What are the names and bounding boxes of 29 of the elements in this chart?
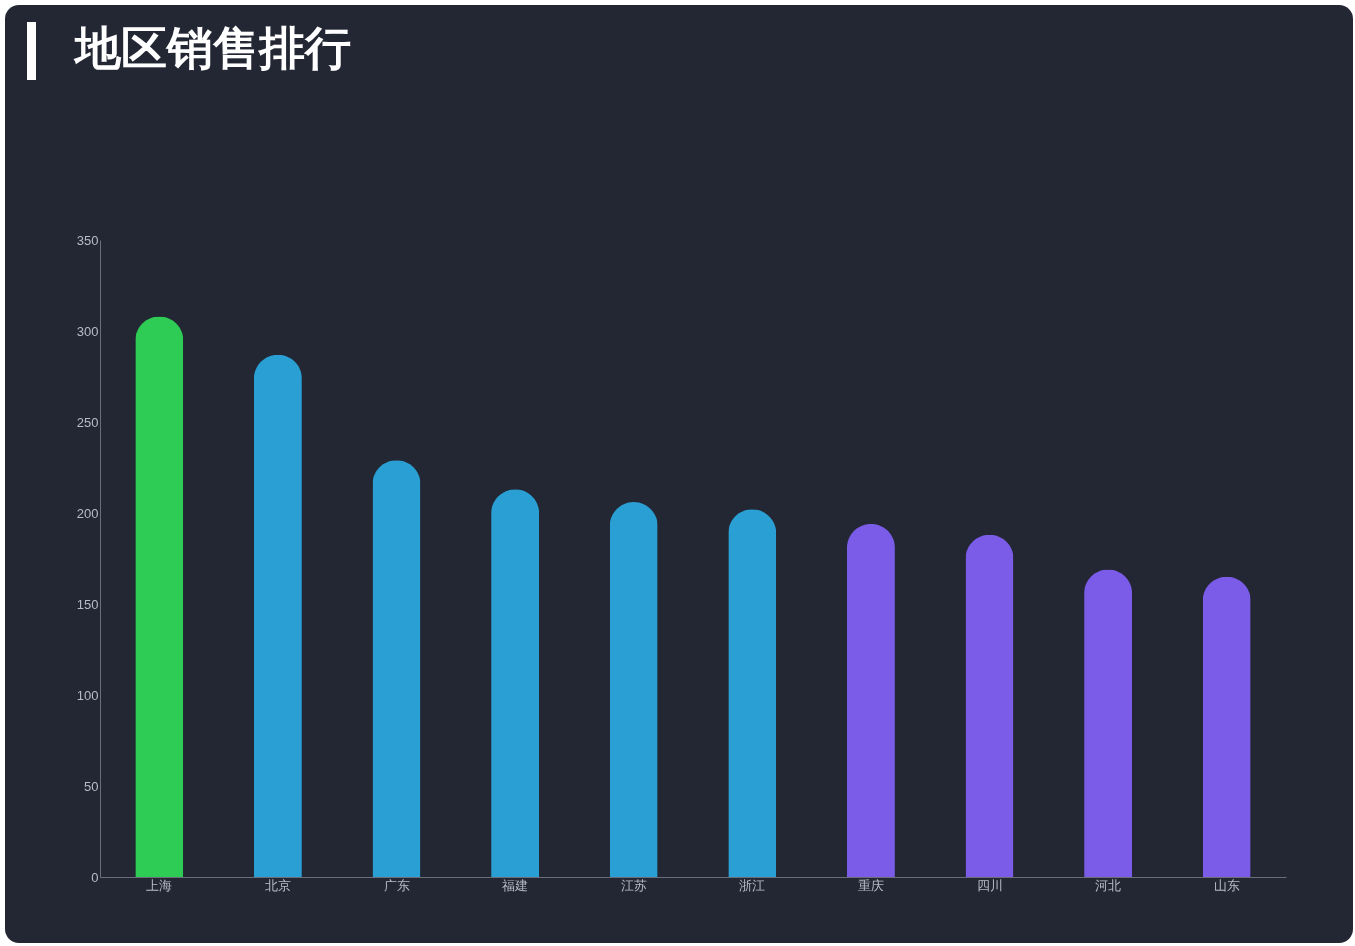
bar [846,523,895,877]
x-tick-label: 河北 [1095,877,1122,893]
bar [609,502,658,877]
x-tick-label: 北京 [264,877,291,893]
bar [491,489,540,877]
bar [728,509,777,877]
bar [135,316,184,877]
chart-title: 地区销售排行 [73,21,351,75]
y-tick-label: 350 [76,232,99,248]
bar [965,534,1014,877]
x-tick-label: 广东 [383,877,410,893]
x-tick-label: 重庆 [857,877,884,893]
bar [253,354,302,877]
y-tick-label: 100 [76,687,99,703]
x-tick-label: 江苏 [620,877,647,893]
x-tick-label: 上海 [146,877,173,893]
y-tick-label: 200 [76,505,99,521]
y-tick-label: 300 [76,323,99,339]
y-tick-label: 150 [76,596,99,612]
x-tick-label: 四川 [976,877,1003,893]
x-tick-label: 山东 [1213,877,1240,893]
bar [1084,569,1133,877]
x-tick-label: 浙江 [739,877,766,893]
y-tick-label: 50 [84,778,99,794]
bar [372,460,421,877]
y-tick-label: 250 [76,414,99,430]
y-tick-label: 0 [91,869,99,885]
x-tick-label: 福建 [502,877,529,893]
bar [1202,576,1251,877]
